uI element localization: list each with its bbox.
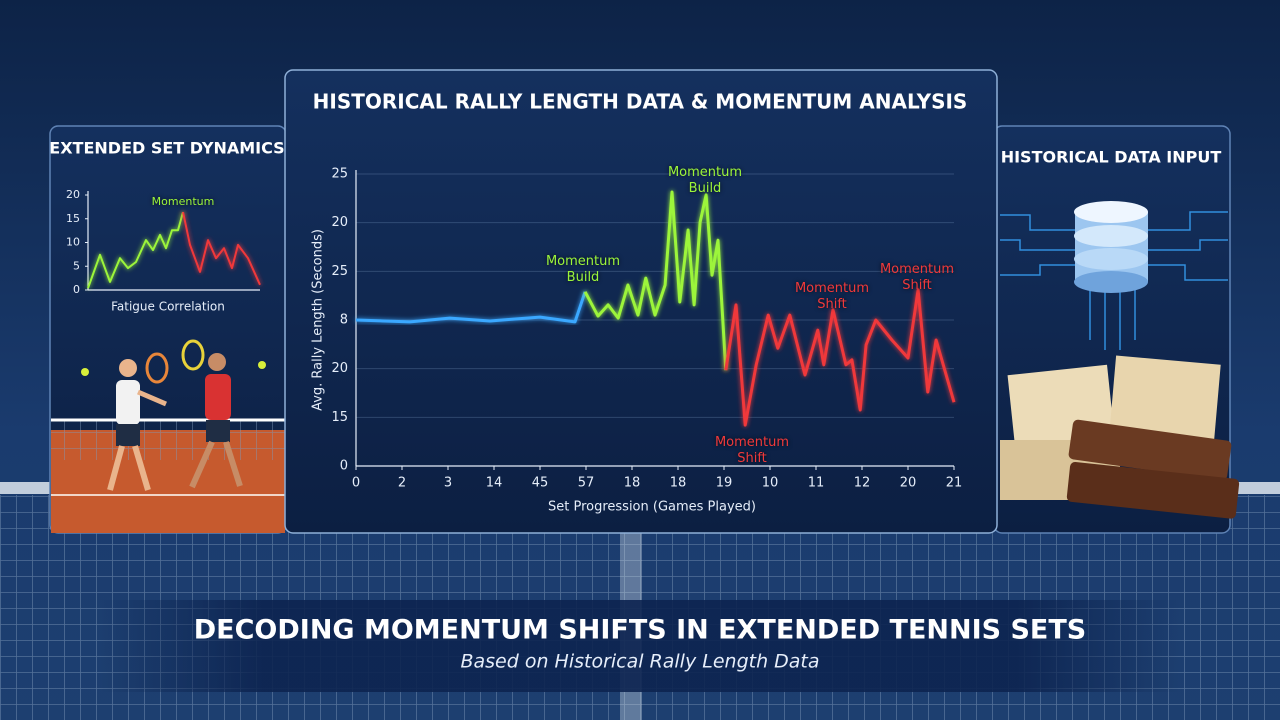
x-tick-label: 18 xyxy=(670,476,687,491)
x-tick-label: 2 xyxy=(398,476,406,491)
annotation: Momentum Shift xyxy=(879,262,955,293)
annotation: Momentum Shift xyxy=(794,281,870,312)
y-tick-label: 5 xyxy=(73,259,80,272)
y-tick-label: 25 xyxy=(331,167,348,182)
left-panel-title: EXTENDED SET DYNAMICS xyxy=(49,139,284,158)
right-panel-title: HISTORICAL DATA INPUT xyxy=(1001,148,1222,167)
page-subtitle: Based on Historical Rally Length Data xyxy=(460,651,819,673)
x-tick-label: 3 xyxy=(444,476,452,491)
series-line xyxy=(355,291,587,324)
y-tick-label: 20 xyxy=(331,215,348,230)
series-line xyxy=(724,288,956,427)
annotation: Momentum Build xyxy=(545,254,621,285)
x-tick-label: 11 xyxy=(808,476,825,491)
x-tick-label: 45 xyxy=(532,476,549,491)
x-tick-label: 10 xyxy=(762,476,779,491)
series-line xyxy=(87,211,184,289)
annotation: Momentum xyxy=(151,195,215,208)
y-tick-label: 15 xyxy=(66,212,80,225)
database-icon xyxy=(1000,201,1228,350)
y-tick-label: 10 xyxy=(66,236,80,249)
series-line xyxy=(182,211,261,286)
series-line xyxy=(583,190,728,371)
x-tick-label: 0 xyxy=(352,476,360,491)
y-tick-label: 15 xyxy=(331,410,348,425)
x-tick-label: 12 xyxy=(854,476,871,491)
y-axis-label: Avg. Rally Length (Seconds) xyxy=(311,229,326,411)
x-tick-label: 18 xyxy=(624,476,641,491)
x-tick-label: 20 xyxy=(900,476,917,491)
annotation: Momentum Shift xyxy=(714,435,790,466)
main-chart-title: HISTORICAL RALLY LENGTH DATA & MOMENTUM … xyxy=(313,90,968,114)
small-x-axis-label: Fatigue Correlation xyxy=(111,300,225,314)
y-tick-label: 25 xyxy=(331,264,348,279)
x-tick-label: 21 xyxy=(946,476,963,491)
y-tick-label: 20 xyxy=(66,188,80,201)
x-axis-label: Set Progression (Games Played) xyxy=(548,500,756,515)
y-tick-label: 0 xyxy=(73,283,80,296)
x-tick-label: 19 xyxy=(716,476,733,491)
players-illustration xyxy=(51,339,285,533)
y-tick-label: 8 xyxy=(340,313,348,328)
page-title: DECODING MOMENTUM SHIFTS IN EXTENDED TEN… xyxy=(194,615,1087,646)
books-illustration xyxy=(1000,355,1240,519)
x-tick-label: 14 xyxy=(486,476,503,491)
y-tick-label: 0 xyxy=(340,459,348,474)
x-tick-label: 57 xyxy=(578,476,595,491)
title-banner xyxy=(100,600,1180,692)
y-tick-label: 20 xyxy=(331,361,348,376)
annotation: Momentum Build xyxy=(667,165,743,196)
